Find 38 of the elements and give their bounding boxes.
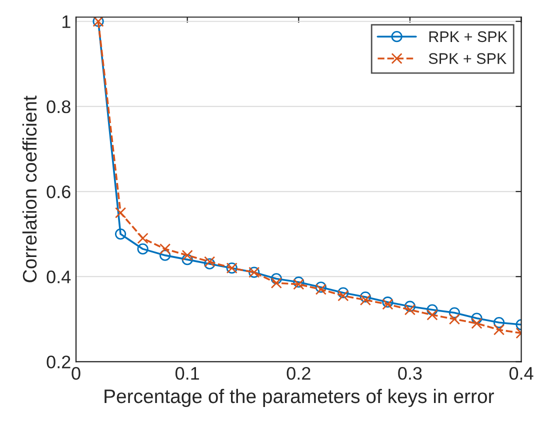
point (404, 304, 416, 316)
y-tick-label: 1 (62, 15, 70, 28)
point (114, 228, 126, 240)
point (338, 290, 349, 302)
point (270, 277, 282, 289)
point (426, 304, 438, 316)
point (270, 273, 282, 284)
point (493, 316, 505, 328)
x-tick-label: 0.3 (398, 367, 422, 380)
y-axis-title: Correlation coefficient (22, 96, 37, 282)
x-tick-label: 0.4 (509, 367, 534, 380)
point (160, 243, 171, 254)
point (360, 294, 371, 306)
point (137, 232, 148, 244)
point (471, 312, 482, 324)
point (404, 300, 416, 312)
point (448, 314, 460, 325)
x-tick-label: 0.1 (175, 367, 200, 380)
legend-label: RPK + SPK (429, 31, 508, 42)
point (471, 318, 482, 329)
point (182, 250, 193, 261)
x-tick-label: 0.2 (286, 367, 310, 380)
point (182, 254, 193, 266)
point (426, 309, 438, 320)
point (160, 250, 171, 261)
y-tick-label: 0.2 (46, 356, 70, 368)
point (114, 207, 126, 218)
point (360, 291, 371, 303)
x-tick-label: 0 (72, 367, 80, 380)
point (137, 243, 148, 254)
legend-label: SPK + SPK (428, 53, 507, 64)
y-tick-label: 0.4 (46, 270, 71, 284)
point (493, 324, 505, 336)
point (448, 307, 460, 318)
point (338, 287, 349, 298)
y-tick-label: 0.6 (46, 185, 70, 198)
y-tick-label: 0.8 (46, 100, 70, 114)
x-axis-title: Percentage of the parameters of keys in error (104, 388, 494, 408)
